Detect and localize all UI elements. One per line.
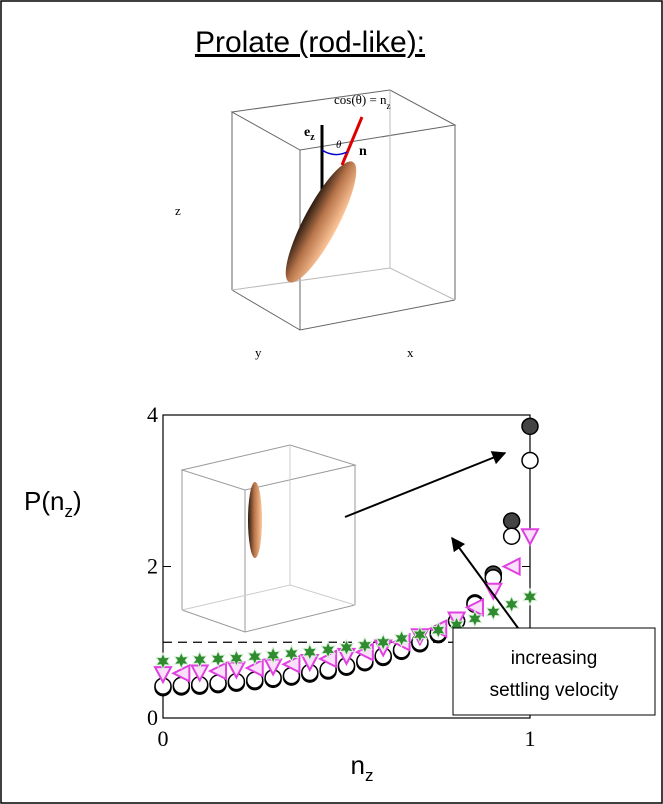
x-tick-label: 1 bbox=[525, 726, 536, 751]
annotation: settling velocity bbox=[490, 680, 619, 701]
equation-sub: z bbox=[387, 101, 391, 111]
annotation: increasing bbox=[511, 648, 598, 669]
ez-sub: z bbox=[310, 132, 315, 143]
point bbox=[320, 640, 337, 660]
point bbox=[191, 650, 208, 669]
ylabel-end: ) bbox=[73, 486, 82, 516]
y-tick-label: 4 bbox=[147, 402, 158, 427]
y-tick-label: 0 bbox=[147, 705, 158, 730]
ylabel-sub: z bbox=[64, 502, 73, 521]
ez-label: ez bbox=[304, 125, 315, 143]
point bbox=[246, 647, 263, 666]
arrow bbox=[451, 536, 519, 629]
x-tick-label: 0 bbox=[158, 726, 169, 751]
point bbox=[209, 649, 227, 669]
point bbox=[520, 528, 540, 547]
cube bbox=[230, 89, 457, 331]
ylabel-main: P(n bbox=[24, 486, 64, 516]
point bbox=[393, 629, 410, 648]
point bbox=[411, 625, 428, 644]
x-label: x bbox=[407, 345, 414, 360]
point bbox=[375, 633, 392, 652]
theta-arc bbox=[321, 149, 348, 156]
point bbox=[502, 512, 521, 530]
point bbox=[466, 609, 484, 629]
point bbox=[521, 417, 539, 436]
xlabel-sub: z bbox=[365, 766, 374, 785]
point bbox=[301, 642, 318, 662]
z-label: z bbox=[175, 203, 181, 218]
equation: cos(θ) = nz bbox=[334, 92, 391, 111]
point bbox=[155, 651, 171, 671]
y-label: y bbox=[255, 345, 262, 360]
point bbox=[430, 620, 447, 640]
x-axis-label: nz bbox=[351, 750, 374, 785]
n-label: n bbox=[359, 144, 367, 159]
inset-cube bbox=[180, 444, 357, 633]
title: Prolate (rod-like): bbox=[195, 26, 425, 59]
equation-main: cos(θ) = n bbox=[334, 92, 387, 107]
theta-label: θ bbox=[336, 139, 342, 151]
point bbox=[173, 651, 190, 670]
point bbox=[501, 556, 521, 577]
ellipsoid bbox=[285, 161, 357, 283]
y-tick-label: 2 bbox=[147, 554, 158, 579]
annotation-box bbox=[452, 627, 656, 716]
xlabel-main: n bbox=[351, 750, 365, 780]
point bbox=[265, 645, 282, 665]
point bbox=[521, 451, 539, 470]
point bbox=[338, 638, 355, 657]
ez-main: e bbox=[304, 125, 310, 140]
point bbox=[522, 587, 538, 607]
arrow bbox=[344, 451, 507, 518]
inset-ellipsoid bbox=[248, 482, 262, 558]
point bbox=[228, 648, 245, 668]
point bbox=[356, 636, 373, 655]
point bbox=[503, 595, 520, 614]
n-vector bbox=[340, 116, 364, 166]
point bbox=[502, 527, 521, 545]
plot: 0 2 4 0 1 bbox=[147, 402, 540, 751]
y-axis-label: P(nz) bbox=[24, 486, 82, 521]
point bbox=[283, 644, 300, 663]
point bbox=[485, 602, 502, 622]
